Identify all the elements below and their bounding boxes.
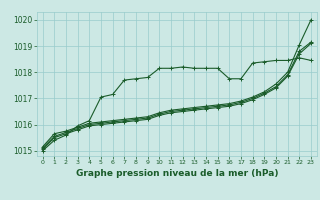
X-axis label: Graphe pression niveau de la mer (hPa): Graphe pression niveau de la mer (hPa) (76, 169, 278, 178)
